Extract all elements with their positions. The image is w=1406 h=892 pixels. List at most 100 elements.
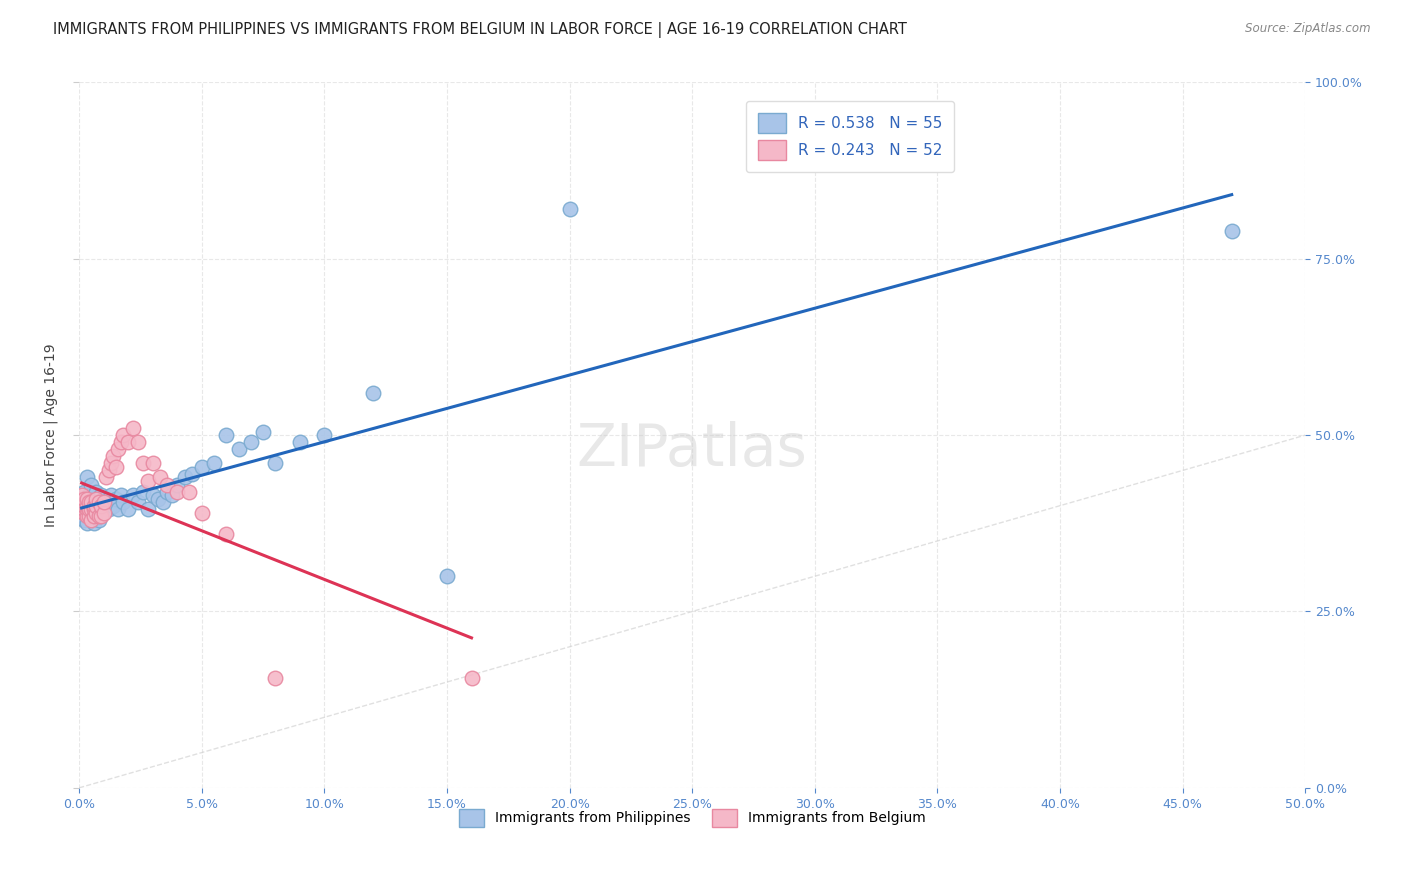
Point <box>166 484 188 499</box>
Point <box>80 506 103 520</box>
Point <box>73 513 96 527</box>
Point <box>87 513 110 527</box>
Point <box>252 425 274 439</box>
Point <box>202 456 225 470</box>
Point <box>264 672 287 686</box>
Point <box>142 488 165 502</box>
Text: Source: ZipAtlas.com: Source: ZipAtlas.com <box>1246 22 1371 36</box>
Point <box>191 459 214 474</box>
Point <box>1220 223 1243 237</box>
Point <box>94 495 117 509</box>
Point <box>314 428 336 442</box>
Point <box>110 488 132 502</box>
Point <box>87 495 110 509</box>
Point <box>90 506 112 520</box>
Point <box>110 435 132 450</box>
Point <box>87 509 110 524</box>
Point <box>132 456 155 470</box>
Point <box>80 513 103 527</box>
Point <box>103 450 125 464</box>
Point <box>122 421 145 435</box>
Point <box>90 499 112 513</box>
Point <box>86 509 108 524</box>
Point <box>80 495 103 509</box>
Point <box>76 470 98 484</box>
Point <box>73 502 96 516</box>
Point <box>76 499 98 513</box>
Point <box>117 435 139 450</box>
Point <box>181 467 204 481</box>
Point <box>162 488 184 502</box>
Text: IMMIGRANTS FROM PHILIPPINES VS IMMIGRANTS FROM BELGIUM IN LABOR FORCE | AGE 16-1: IMMIGRANTS FROM PHILIPPINES VS IMMIGRANT… <box>53 22 907 38</box>
Point <box>80 502 103 516</box>
Point <box>83 516 105 531</box>
Point <box>87 495 110 509</box>
Point <box>363 385 385 400</box>
Point <box>112 428 135 442</box>
Point <box>97 463 120 477</box>
Point <box>136 502 159 516</box>
Point <box>104 459 127 474</box>
Point <box>76 499 98 513</box>
Point <box>166 477 188 491</box>
Point <box>83 499 105 513</box>
Point <box>436 569 458 583</box>
Point <box>215 527 238 541</box>
Point <box>173 470 195 484</box>
Point <box>90 509 112 524</box>
Point <box>460 672 482 686</box>
Point <box>76 502 98 516</box>
Point <box>156 477 179 491</box>
Point <box>239 435 262 450</box>
Point <box>83 502 105 516</box>
Point <box>70 488 93 502</box>
Point <box>288 435 311 450</box>
Point <box>152 495 174 509</box>
Point <box>83 491 105 506</box>
Point <box>73 506 96 520</box>
Point <box>94 470 117 484</box>
Point <box>76 516 98 531</box>
Point <box>86 484 108 499</box>
Point <box>107 442 129 457</box>
Point <box>191 506 214 520</box>
Point <box>100 488 122 502</box>
Point <box>93 495 115 509</box>
Point <box>70 502 93 516</box>
Point <box>117 502 139 516</box>
Point <box>142 456 165 470</box>
Point <box>70 491 93 506</box>
Point <box>76 509 98 524</box>
Point <box>112 495 135 509</box>
Point <box>104 491 127 506</box>
Point <box>136 474 159 488</box>
Point <box>146 491 169 506</box>
Point <box>73 484 96 499</box>
Point <box>264 456 287 470</box>
Point <box>93 502 115 516</box>
Point <box>127 495 149 509</box>
Point <box>77 488 100 502</box>
Point <box>77 509 100 524</box>
Point <box>70 491 93 506</box>
Point <box>103 499 125 513</box>
Point <box>77 509 100 524</box>
Point <box>215 428 238 442</box>
Point <box>127 435 149 450</box>
Point <box>86 499 108 513</box>
Text: ZIPatlas: ZIPatlas <box>576 421 807 478</box>
Point <box>86 506 108 520</box>
Point <box>122 488 145 502</box>
Point <box>70 502 93 516</box>
Point <box>73 499 96 513</box>
Point <box>77 502 100 516</box>
Point <box>77 495 100 509</box>
Point <box>228 442 250 457</box>
Point <box>83 509 105 524</box>
Point <box>156 484 179 499</box>
Point <box>179 484 201 499</box>
Point <box>97 502 120 516</box>
Point <box>76 491 98 506</box>
Point <box>80 495 103 509</box>
Point <box>86 491 108 506</box>
